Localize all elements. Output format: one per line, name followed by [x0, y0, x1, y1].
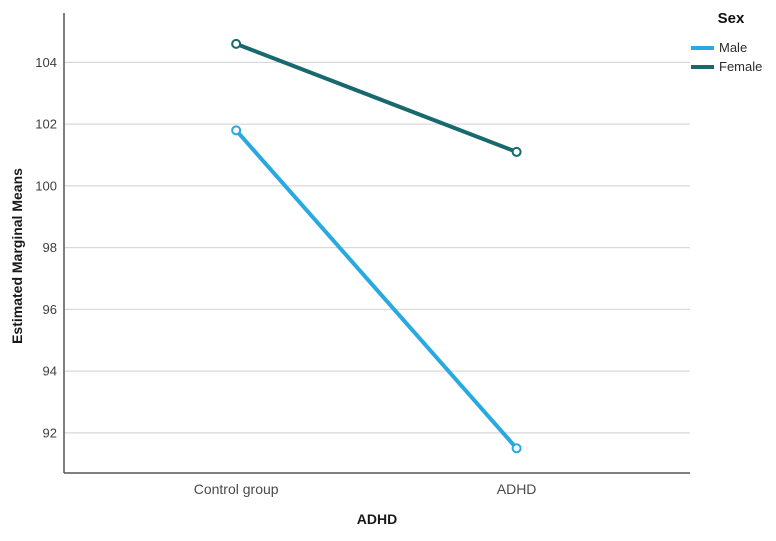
y-tick-label: 96 [43, 302, 57, 317]
legend-item-label: Female [719, 59, 763, 74]
y-axis-title: Estimated Marginal Means [9, 168, 25, 344]
y-tick-label: 98 [43, 240, 57, 255]
female-line-swatch [691, 64, 714, 69]
series-line-male [234, 128, 519, 450]
male-line-swatch [691, 45, 714, 50]
legend: Sex Male Female [691, 10, 771, 76]
series-line-female [235, 42, 518, 154]
y-tick-label: 100 [35, 178, 57, 193]
marker-female-1 [511, 146, 522, 157]
marker-male-1 [511, 443, 522, 454]
legend-title: Sex [717, 10, 745, 27]
y-tick-label: 102 [35, 117, 57, 132]
y-tick-label: 94 [43, 364, 57, 379]
y-tick-label: 92 [43, 425, 57, 440]
x-tick-label: Control group [194, 481, 279, 497]
x-axis-title: ADHD [356, 511, 398, 527]
marker-male-0 [231, 125, 242, 136]
x-tick-label: ADHD [497, 481, 537, 497]
legend-item-female: Female [691, 57, 771, 76]
marker-female-0 [231, 38, 242, 49]
legend-item-label: Male [719, 40, 748, 55]
y-tick-label: 104 [35, 55, 57, 70]
legend-item-male: Male [691, 38, 771, 57]
